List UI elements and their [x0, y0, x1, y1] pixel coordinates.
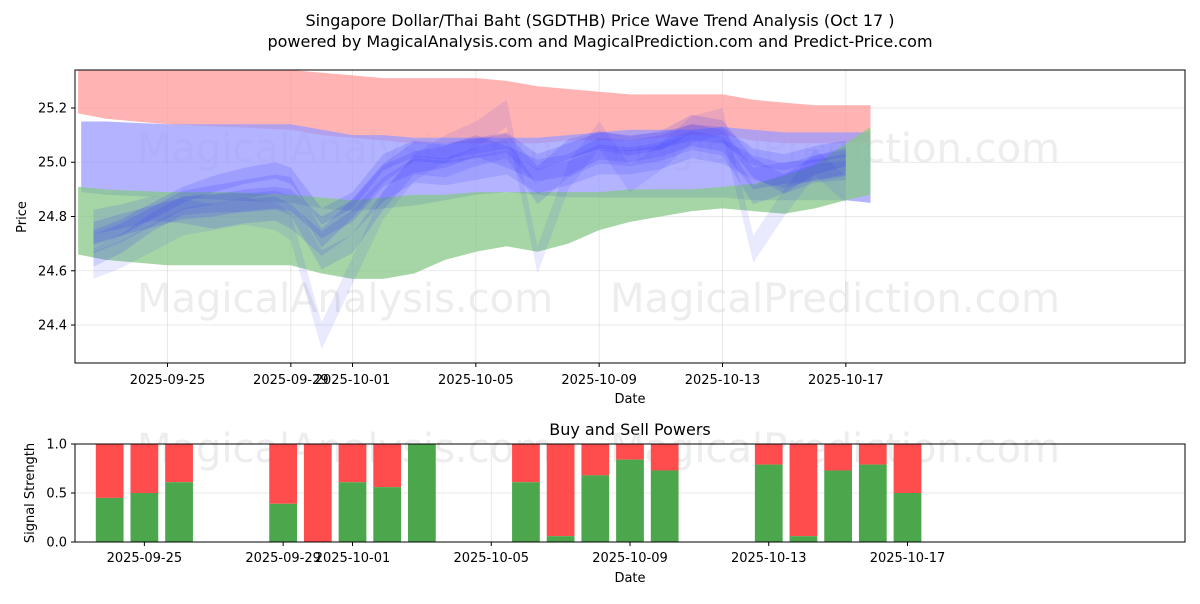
- chart-subtitle: powered by MagicalAnalysis.com and Magic…: [267, 32, 932, 51]
- buy-power-bar: [789, 536, 818, 542]
- buy-power-bar: [754, 464, 783, 542]
- sell-power-bar: [650, 444, 679, 471]
- powers-x-tick-label: 2025-09-29: [245, 551, 321, 566]
- price-x-tick-label: 2025-09-29: [253, 373, 329, 388]
- buy-power-bar: [581, 475, 610, 542]
- price-y-axis-label: Price: [15, 201, 30, 233]
- powers-y-ticks: 0.0 0.5 1.0: [46, 438, 75, 551]
- powers-y-tick-label: 1.0: [46, 438, 67, 453]
- price-bands: [78, 70, 871, 279]
- buy-power-bar: [616, 459, 644, 542]
- powers-x-tick-label: 2025-10-05: [453, 551, 529, 566]
- buy-power-bar: [893, 493, 922, 542]
- price-x-tick-label: 2025-10-05: [438, 373, 514, 388]
- price-y-tick-label: 25.2: [38, 101, 67, 116]
- buy-power-bar: [269, 503, 297, 542]
- price-x-tick-label: 2025-09-25: [130, 373, 206, 388]
- powers-panel: Buy and Sell Powers MagicalAnalysis.com …: [23, 420, 1186, 586]
- sell-power-bar: [269, 444, 297, 504]
- buy-power-bar: [546, 536, 575, 542]
- buy-power-bar: [165, 482, 193, 542]
- sell-power-bar: [303, 444, 332, 542]
- price-y-tick-label: 25.0: [38, 156, 67, 171]
- wave-series-2: [93, 131, 846, 270]
- price-y-ticks: 24.4 24.6 24.8 25.0 25.2: [38, 101, 75, 334]
- buy-power-bar: [650, 470, 679, 542]
- price-y-tick-label: 24.6: [38, 264, 67, 279]
- powers-y-tick-label: 0.0: [46, 536, 67, 551]
- price-x-tick-label: 2025-10-01: [315, 373, 391, 388]
- sell-power-bar: [754, 444, 783, 465]
- powers-x-tick-label: 2025-09-25: [107, 551, 183, 566]
- sell-power-bar: [824, 444, 852, 471]
- sell-power-bar: [130, 444, 159, 493]
- wave-series-0: [93, 114, 846, 254]
- wave-series-5: [93, 124, 846, 247]
- sell-power-bar: [893, 444, 922, 493]
- sell-power-bar: [616, 444, 644, 460]
- powers-x-axis-label: Date: [614, 571, 645, 586]
- buy-power-bar: [95, 497, 124, 542]
- band-support: [78, 127, 871, 279]
- sell-power-bar: [546, 444, 575, 537]
- buy-power-bar: [338, 482, 367, 542]
- buy-power-bar: [824, 470, 852, 542]
- sell-power-bar: [581, 444, 610, 476]
- powers-x-tick-label: 2025-10-09: [592, 551, 668, 566]
- price-x-tick-label: 2025-10-13: [685, 373, 761, 388]
- price-panel: MagicalAnalysis.com MagicalPrediction.co…: [15, 69, 1186, 407]
- powers-title: Buy and Sell Powers: [549, 420, 711, 439]
- sell-power-bar: [858, 444, 887, 465]
- sell-power-bar: [165, 444, 193, 483]
- price-waves: [93, 99, 846, 350]
- buy-power-bar: [373, 487, 402, 542]
- price-x-tick-label: 2025-10-09: [561, 373, 637, 388]
- buy-power-bar: [512, 482, 540, 542]
- powers-x-tick-label: 2025-10-01: [315, 551, 391, 566]
- watermark-analysis-bottom: MagicalAnalysis.com: [137, 276, 553, 322]
- powers-x-tick-label: 2025-10-13: [731, 551, 807, 566]
- powers-bars: [95, 444, 922, 542]
- buy-power-bar: [858, 464, 887, 542]
- wave-series-3: [93, 133, 846, 256]
- sell-power-bar: [373, 444, 402, 488]
- buy-power-bar: [408, 444, 436, 542]
- buy-power-bar: [130, 493, 159, 542]
- sell-power-bar: [338, 444, 367, 483]
- powers-y-tick-label: 0.5: [46, 487, 67, 502]
- watermark-prediction-bottom: MagicalPrediction.com: [610, 276, 1060, 322]
- sell-power-bar: [95, 444, 124, 498]
- band-middle: [81, 121, 871, 212]
- price-x-axis-label: Date: [614, 392, 645, 407]
- chart-title: Singapore Dollar/Thai Baht (SGDTHB) Pric…: [305, 11, 894, 30]
- wave-series-4: [93, 99, 846, 350]
- powers-x-tick-label: 2025-10-17: [870, 551, 946, 566]
- price-x-tick-label: 2025-10-17: [808, 373, 884, 388]
- price-y-tick-label: 24.4: [38, 319, 67, 334]
- wave-series-1: [93, 124, 846, 244]
- sell-power-bar: [512, 444, 540, 483]
- powers-y-axis-label: Signal Strength: [23, 443, 38, 543]
- sell-power-bar: [789, 444, 818, 537]
- price-y-tick-label: 24.8: [38, 210, 67, 225]
